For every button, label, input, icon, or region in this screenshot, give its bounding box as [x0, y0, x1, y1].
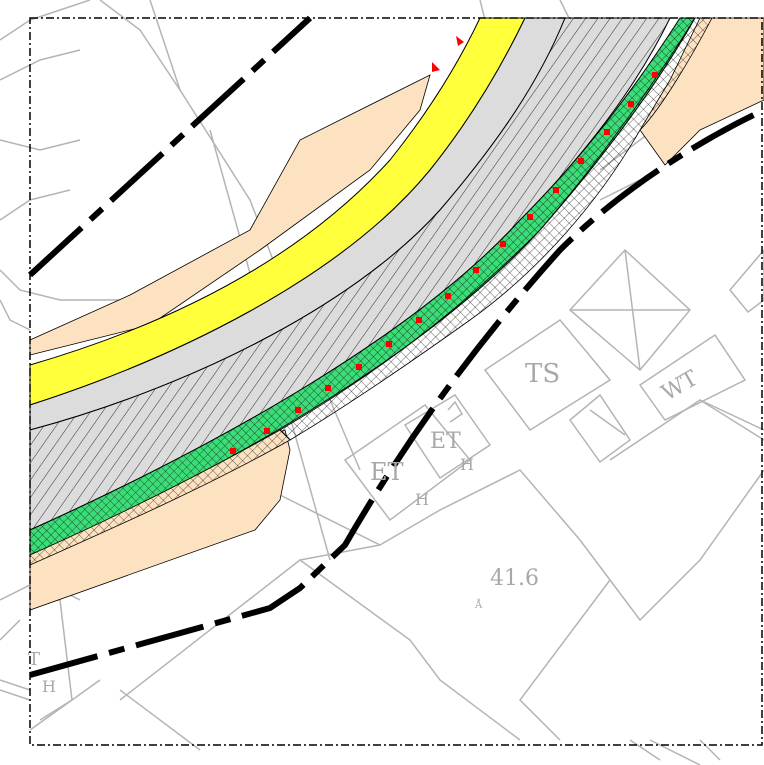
label-wt: WT [658, 366, 703, 406]
label-h-right: H [460, 455, 474, 474]
map-frame [29, 17, 763, 746]
label-et-left: ET [370, 458, 404, 486]
label-h-edge: H [42, 677, 56, 696]
label-h-left: H [415, 490, 429, 509]
label-et-right: ET [430, 429, 461, 454]
orange-zone-north [29, 74, 431, 356]
red-boundary-markers [230, 36, 658, 454]
elevation-mark: Å [474, 599, 483, 611]
label-ts: TS [525, 359, 560, 389]
label-t-edge: T [28, 649, 40, 670]
label-elevation: 41.6 [490, 566, 539, 591]
boundary-line-north [27, 15, 313, 278]
white-crosshatch-area [279, 17, 713, 441]
boundary-line-south [29, 107, 764, 678]
